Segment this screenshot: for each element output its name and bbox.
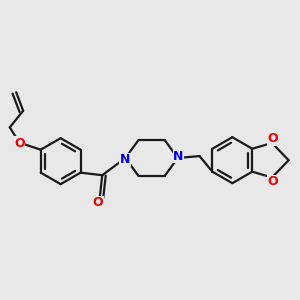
Text: N: N — [120, 153, 130, 167]
Text: O: O — [93, 196, 104, 209]
Text: N: N — [173, 150, 184, 163]
Text: O: O — [14, 137, 25, 150]
Text: O: O — [267, 132, 278, 145]
Text: O: O — [267, 176, 278, 188]
